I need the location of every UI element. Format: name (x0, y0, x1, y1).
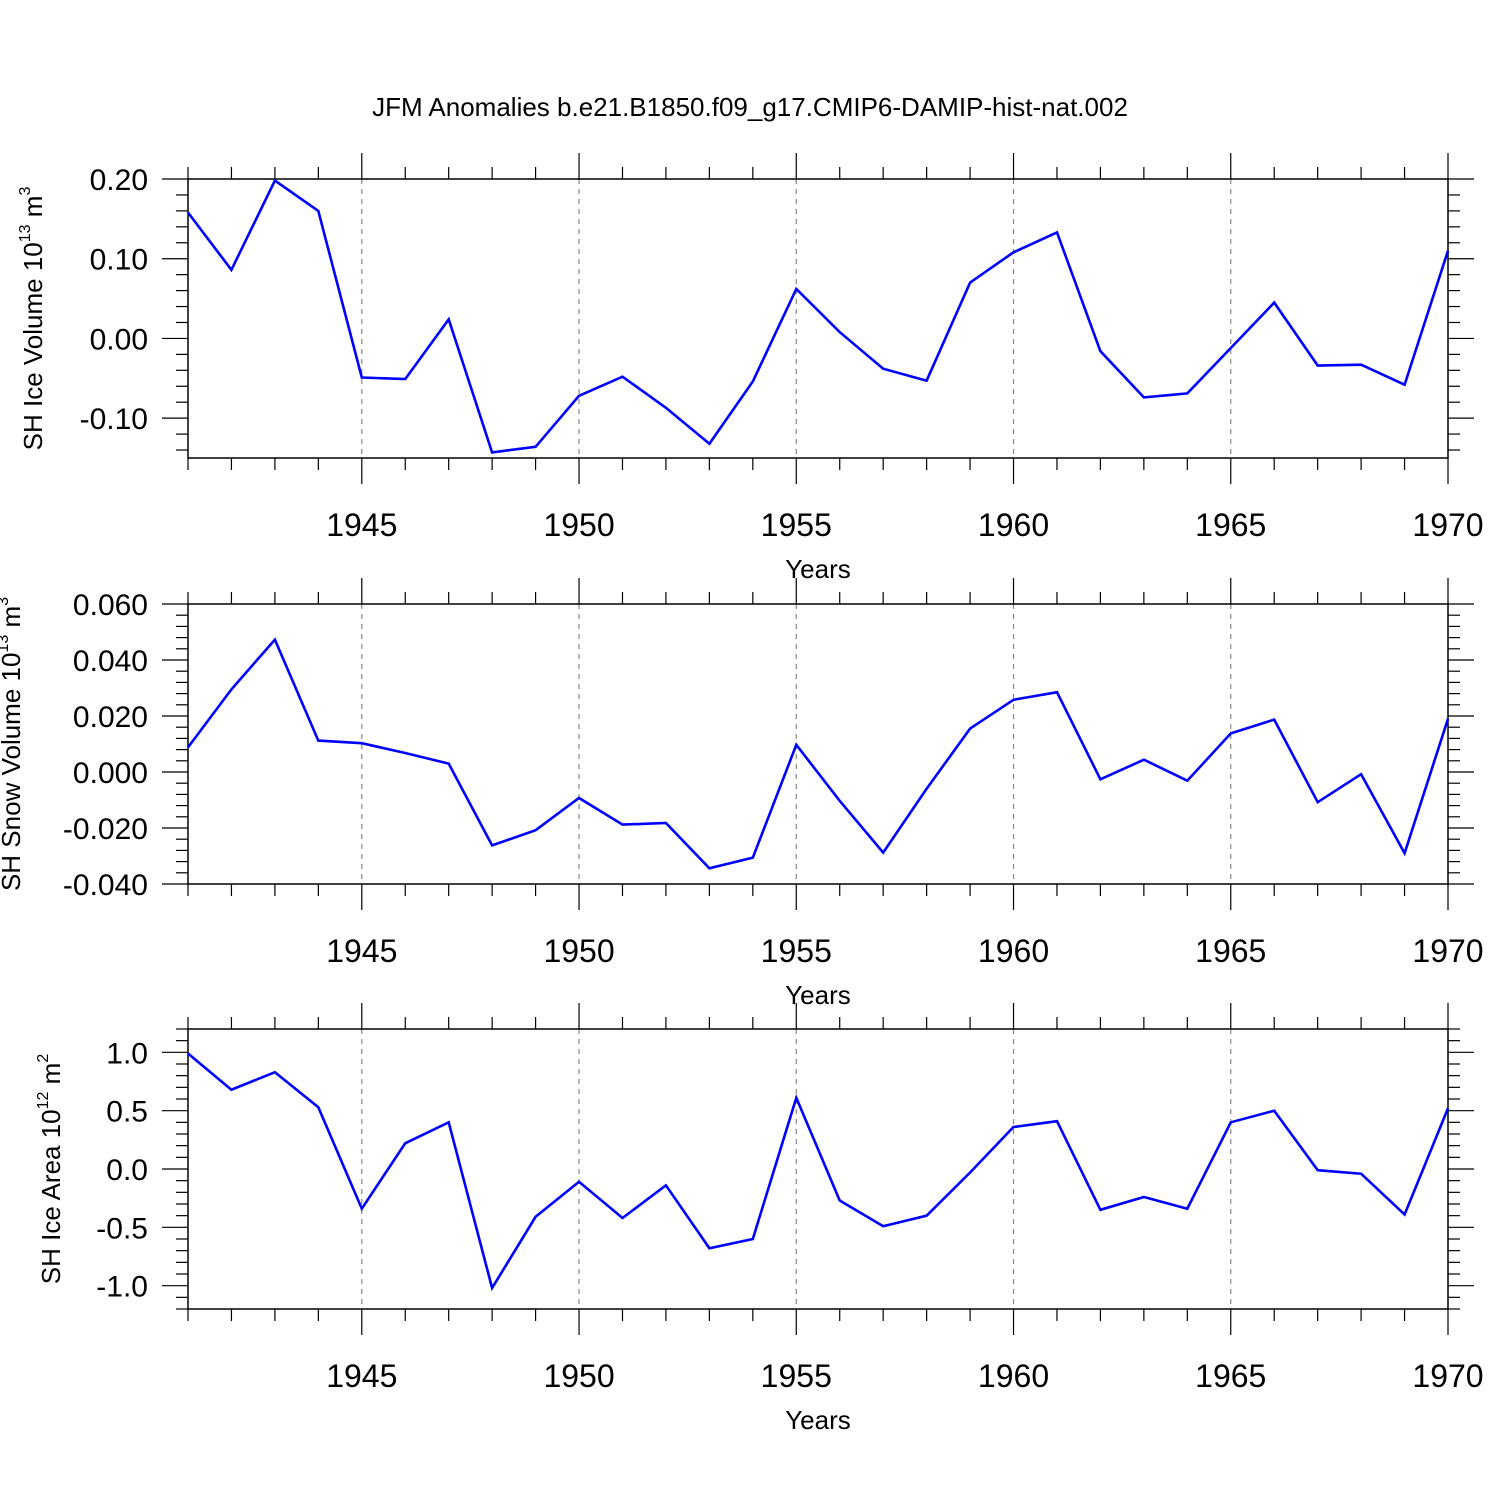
y-tick-label: 0.5 (106, 1096, 148, 1129)
x-tick-label: 1965 (1195, 1358, 1266, 1394)
y-axis-label-unit-exponent: 3 (0, 597, 12, 606)
y-axis-label-unit: m (36, 1063, 66, 1092)
x-tick-label: 1950 (543, 933, 614, 969)
y-tick-label: -1.0 (96, 1271, 148, 1304)
y-axis-label-exponent: 13 (0, 635, 12, 653)
y-axis-label: SH Snow Volume 1013 m3 (0, 597, 26, 891)
y-axis-label-unit-exponent: 3 (17, 187, 34, 196)
y-tick-label: -0.020 (63, 813, 148, 846)
data-line (187, 1052, 1450, 1292)
x-tick-label: 1945 (326, 933, 397, 969)
x-tick-label: 1965 (1195, 933, 1266, 969)
y-tick-label: 0.060 (73, 589, 148, 622)
x-tick-label: 1960 (978, 1358, 1049, 1394)
data-line (186, 637, 1450, 870)
x-tick-label: 1945 (326, 507, 397, 543)
y-tick-label: 0.0 (106, 1154, 148, 1187)
x-tick-label: 1955 (761, 1358, 832, 1394)
x-tick-label: 1945 (326, 1358, 397, 1394)
y-tick-label: 1.0 (106, 1037, 148, 1070)
x-tick-label: 1970 (1412, 1358, 1483, 1394)
x-tick-label: 1950 (543, 507, 614, 543)
x-tick-label: 1970 (1412, 507, 1483, 543)
y-tick-label: -0.10 (80, 403, 148, 436)
y-tick-label: 0.10 (90, 244, 148, 277)
plot-frame (187, 178, 1449, 459)
x-tick-label: 1955 (761, 933, 832, 969)
chart-panel-1: -0.10 0.00 0.10 0.20 1945 1950 1955 1960 1965 197… (17, 153, 1484, 584)
y-axis-label-unit: m (0, 606, 26, 635)
y-tick-label: 0.20 (90, 164, 148, 197)
y-tick-label: 0.000 (73, 757, 148, 790)
x-axis-label: Years (785, 554, 851, 584)
x-tick-label: 1965 (1195, 507, 1266, 543)
y-tick-label: 0.00 (90, 323, 148, 356)
chart-title: JFM Anomalies b.e21.B1850.f09_g17.CMIP6-… (372, 92, 1128, 122)
x-tick-label: 1950 (543, 1358, 614, 1394)
x-tick-label: 1970 (1412, 933, 1483, 969)
y-axis-label-unit: m (18, 196, 48, 225)
chart-panel-3: -1.0 -0.5 0.0 0.5 1.0 1945 1950 1955 1960 1965 197… (35, 1003, 1484, 1435)
plot-frame (187, 603, 1449, 885)
chart-panel-2: -0.040 -0.020 0.000 0.020 0.040 0.060 1945 1950… (0, 578, 1484, 1010)
x-tick-label: 1960 (978, 933, 1049, 969)
y-tick-label: 0.020 (73, 701, 148, 734)
plot-frame (187, 1028, 1449, 1310)
x-tick-label: 1960 (978, 507, 1049, 543)
y-axis-label-exponent: 13 (17, 224, 34, 242)
y-axis-label: SH Ice Volume 1013 m3 (17, 187, 48, 451)
y-axis-label-text: SH Ice Area 10 (36, 1109, 66, 1284)
x-tick-label: 1955 (761, 507, 832, 543)
data-line (186, 178, 1450, 454)
y-axis-label-text: SH Ice Volume 10 (18, 242, 48, 450)
y-axis-label-text: SH Snow Volume 10 (0, 653, 26, 891)
x-axis-label: Years (785, 980, 851, 1010)
y-axis-label-unit-exponent: 2 (35, 1054, 52, 1063)
y-axis-label-exponent: 12 (35, 1091, 52, 1109)
y-tick-label: -0.040 (63, 869, 148, 902)
x-axis-label: Years (785, 1405, 851, 1435)
y-tick-label: 0.040 (73, 645, 148, 678)
y-axis-label: SH Ice Area 1012 m2 (35, 1054, 66, 1285)
y-tick-label: -0.5 (96, 1212, 148, 1245)
